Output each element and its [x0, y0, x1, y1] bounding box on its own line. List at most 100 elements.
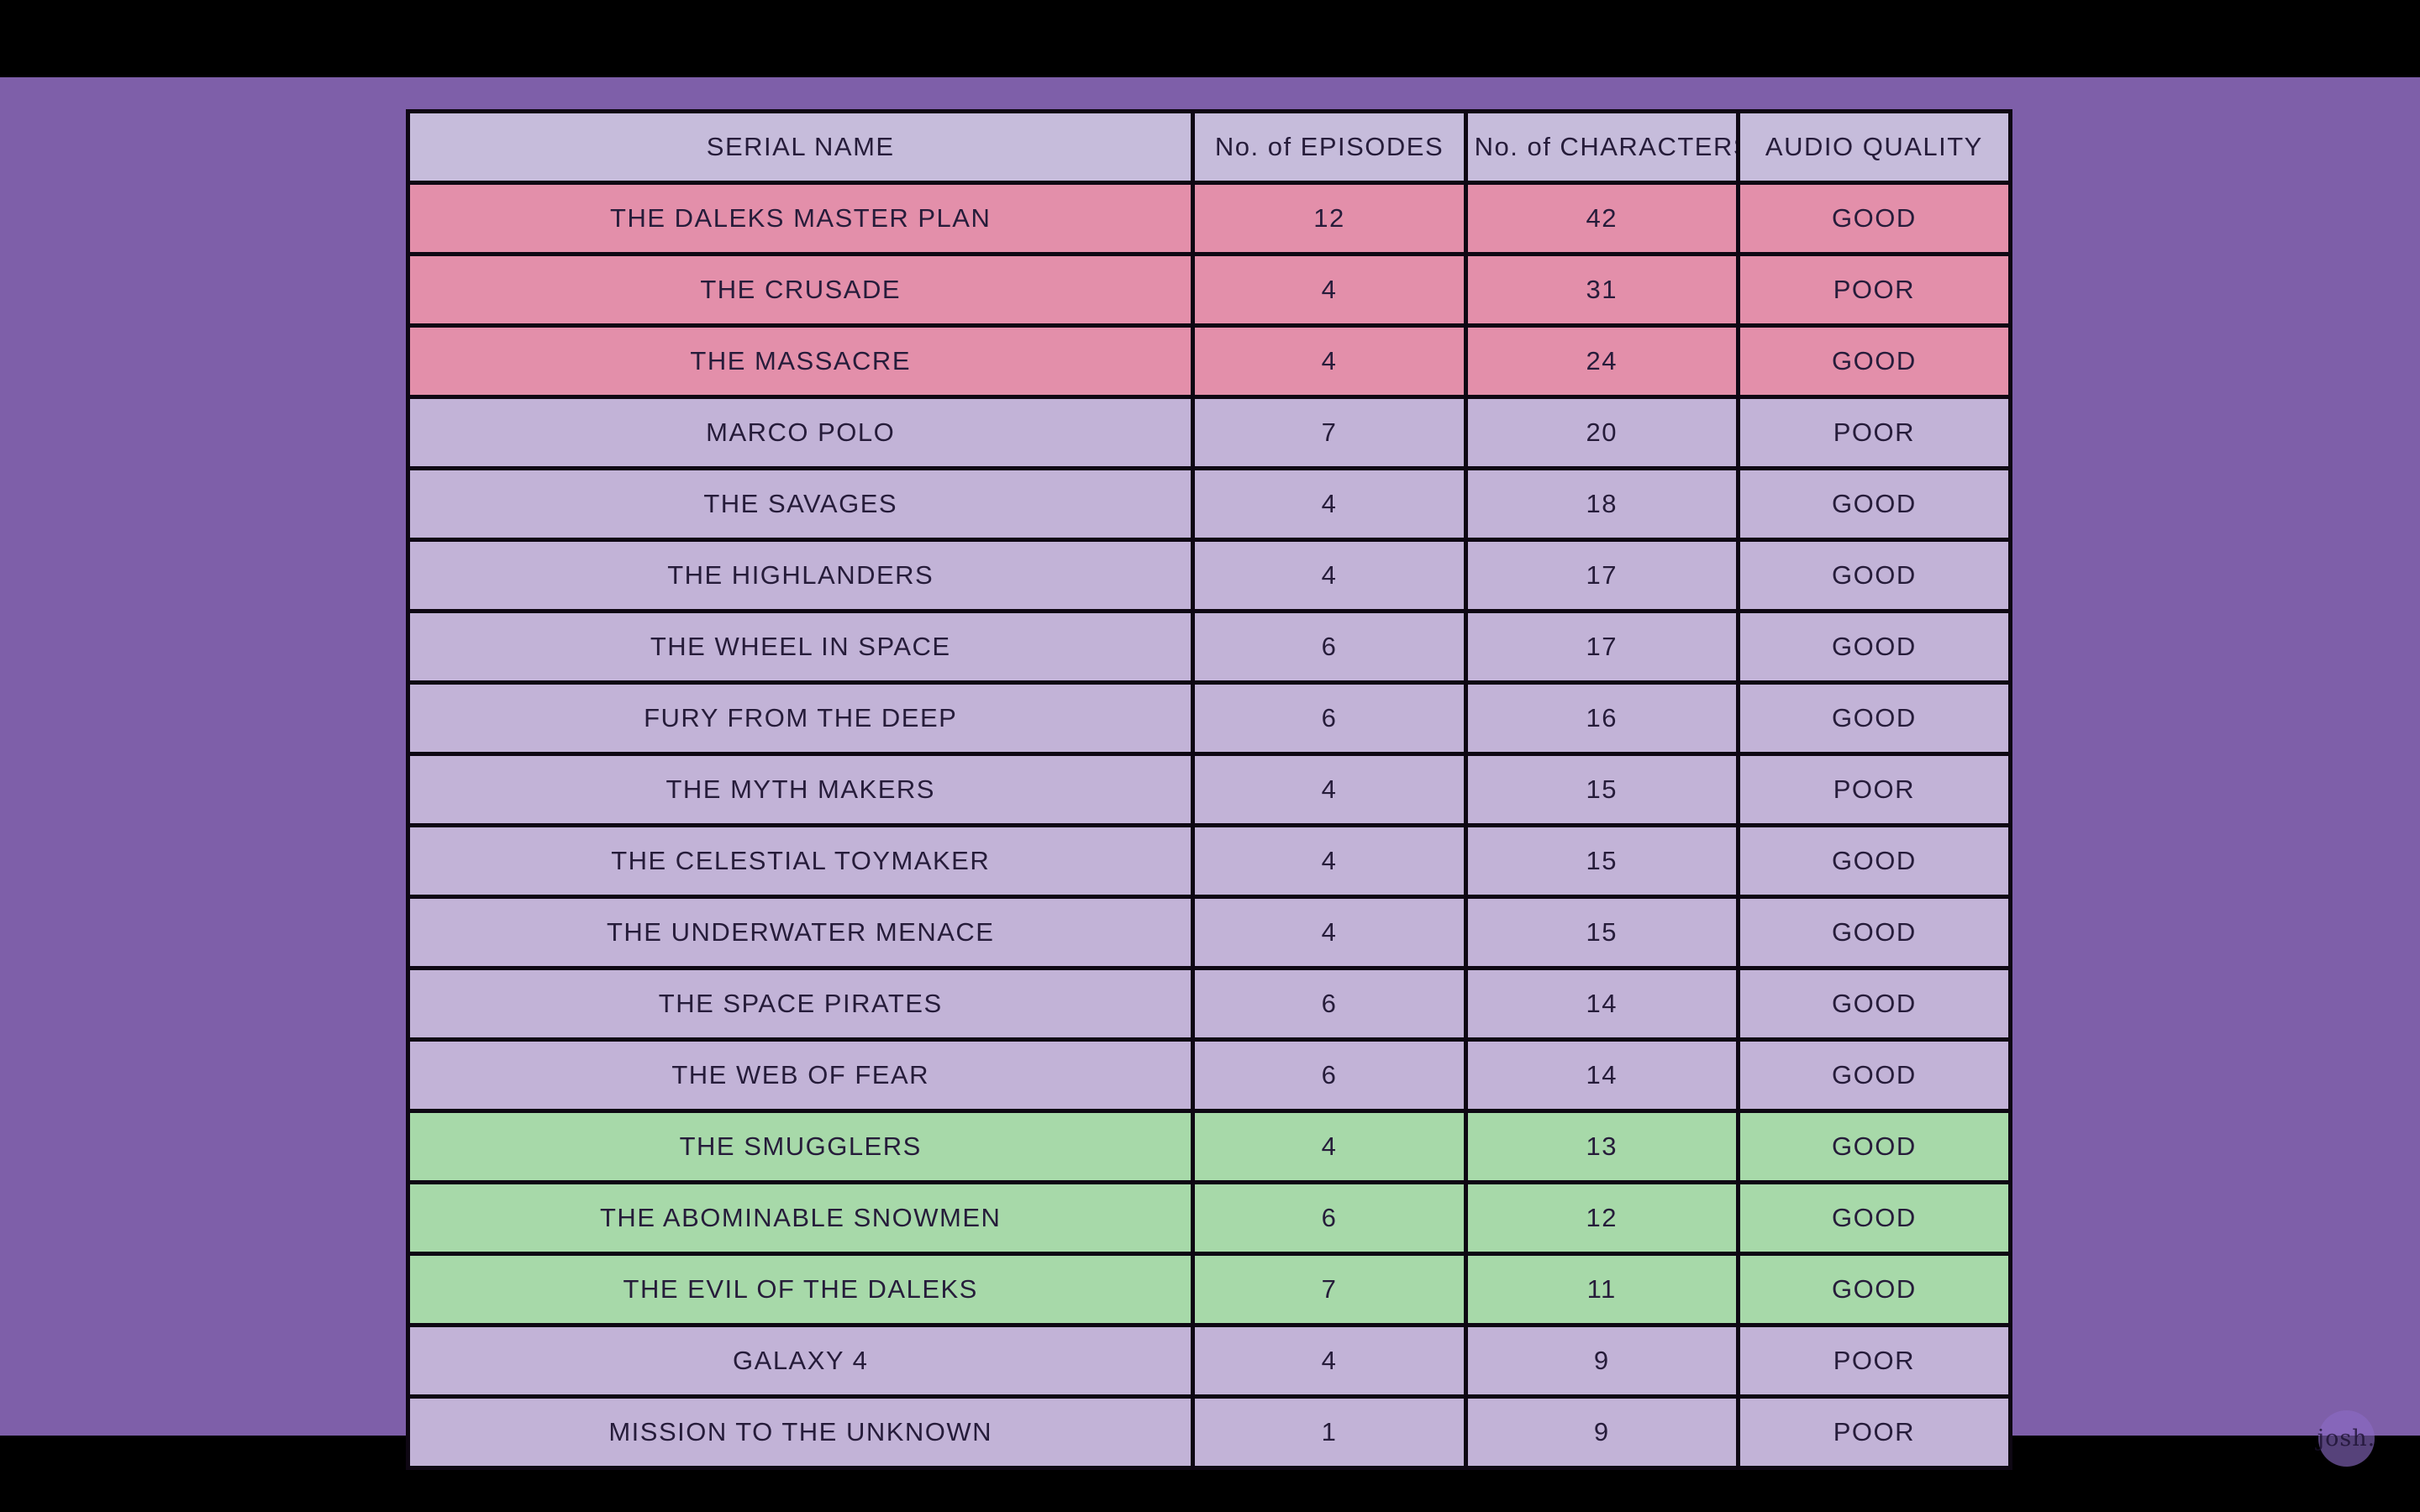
serial-name-cell: THE WHEEL IN SPACE [405, 609, 1196, 685]
characters-cell: 12 [1463, 1180, 1740, 1256]
characters-cell: 42 [1463, 181, 1740, 256]
characters-cell: 31 [1463, 252, 1740, 328]
episodes-cell: 7 [1191, 1252, 1468, 1327]
table-row: THE SAVAGES 4 18 GOOD [405, 466, 2013, 542]
serial-name-cell: THE EVIL OF THE DALEKS [405, 1252, 1196, 1327]
serial-name-cell: THE CELESTIAL TOYMAKER [405, 823, 1196, 899]
table-row: GALAXY 4 4 9 POOR [405, 1323, 2013, 1399]
table-header-row: SERIAL NAME No. of EPISODES No. of CHARA… [405, 109, 2013, 185]
table-row: THE SMUGGLERS 4 13 GOOD [405, 1109, 2013, 1184]
characters-cell: 14 [1463, 966, 1740, 1042]
episodes-cell: 6 [1191, 966, 1468, 1042]
characters-cell: 9 [1463, 1323, 1740, 1399]
characters-cell: 17 [1463, 609, 1740, 685]
column-header-audio-quality: AUDIO QUALITY [1735, 109, 2013, 185]
characters-cell: 20 [1463, 395, 1740, 470]
episodes-cell: 1 [1191, 1394, 1468, 1470]
episodes-cell: 4 [1191, 1109, 1468, 1184]
serial-name-cell: THE MYTH MAKERS [405, 752, 1196, 827]
characters-cell: 15 [1463, 752, 1740, 827]
audio-quality-cell: POOR [1735, 395, 2013, 470]
episodes-cell: 4 [1191, 752, 1468, 827]
audio-quality-cell: POOR [1735, 1323, 2013, 1399]
characters-cell: 24 [1463, 323, 1740, 399]
serial-name-cell: THE WEB OF FEAR [405, 1037, 1196, 1113]
serial-name-cell: THE CRUSADE [405, 252, 1196, 328]
characters-cell: 17 [1463, 538, 1740, 613]
table-row: THE SPACE PIRATES 6 14 GOOD [405, 966, 2013, 1042]
table-body: THE DALEKS MASTER PLAN 12 42 GOOD THE CR… [405, 181, 2013, 1470]
serial-name-cell: THE SMUGGLERS [405, 1109, 1196, 1184]
table-row: THE MYTH MAKERS 4 15 POOR [405, 752, 2013, 827]
audio-quality-cell: GOOD [1735, 895, 2013, 970]
audio-quality-cell: GOOD [1735, 609, 2013, 685]
episodes-cell: 4 [1191, 1323, 1468, 1399]
table-row: THE WEB OF FEAR 6 14 GOOD [405, 1037, 2013, 1113]
table-row: FURY FROM THE DEEP 6 16 GOOD [405, 680, 2013, 756]
table-row: THE HIGHLANDERS 4 17 GOOD [405, 538, 2013, 613]
serial-name-cell: THE HIGHLANDERS [405, 538, 1196, 613]
episodes-cell: 6 [1191, 1037, 1468, 1113]
characters-cell: 18 [1463, 466, 1740, 542]
watermark-badge: josh. [2317, 1410, 2376, 1467]
serial-name-cell: THE MASSACRE [405, 323, 1196, 399]
serial-name-cell: GALAXY 4 [405, 1323, 1196, 1399]
audio-quality-cell: GOOD [1735, 1109, 2013, 1184]
serials-table-container: SERIAL NAME No. of EPISODES No. of CHARA… [405, 109, 2013, 1470]
audio-quality-cell: GOOD [1735, 823, 2013, 899]
audio-quality-cell: GOOD [1735, 680, 2013, 756]
characters-cell: 15 [1463, 823, 1740, 899]
column-header-episodes: No. of EPISODES [1191, 109, 1468, 185]
audio-quality-cell: POOR [1735, 252, 2013, 328]
table-row: THE DALEKS MASTER PLAN 12 42 GOOD [405, 181, 2013, 256]
column-header-serial-name: SERIAL NAME [405, 109, 1196, 185]
missing-serials-table: SERIAL NAME No. of EPISODES No. of CHARA… [405, 109, 2013, 1470]
episodes-cell: 7 [1191, 395, 1468, 470]
letterbox-top [0, 0, 2420, 77]
audio-quality-cell: GOOD [1735, 466, 2013, 542]
episodes-cell: 4 [1191, 252, 1468, 328]
column-header-characters: No. of CHARACTERS [1463, 109, 1740, 185]
serial-name-cell: THE SAVAGES [405, 466, 1196, 542]
serial-name-cell: FURY FROM THE DEEP [405, 680, 1196, 756]
characters-cell: 16 [1463, 680, 1740, 756]
episodes-cell: 4 [1191, 823, 1468, 899]
episodes-cell: 4 [1191, 323, 1468, 399]
audio-quality-cell: POOR [1735, 752, 2013, 827]
table-row: THE ABOMINABLE SNOWMEN 6 12 GOOD [405, 1180, 2013, 1256]
table-row: THE CELESTIAL TOYMAKER 4 15 GOOD [405, 823, 2013, 899]
table-row: MISSION TO THE UNKNOWN 1 9 POOR [405, 1394, 2013, 1470]
serial-name-cell: THE ABOMINABLE SNOWMEN [405, 1180, 1196, 1256]
table-row: THE CRUSADE 4 31 POOR [405, 252, 2013, 328]
table-row: MARCO POLO 7 20 POOR [405, 395, 2013, 470]
serial-name-cell: THE SPACE PIRATES [405, 966, 1196, 1042]
audio-quality-cell: GOOD [1735, 323, 2013, 399]
watermark-label: josh. [2317, 1425, 2376, 1452]
audio-quality-cell: GOOD [1735, 966, 2013, 1042]
audio-quality-cell: GOOD [1735, 1180, 2013, 1256]
serial-name-cell: MARCO POLO [405, 395, 1196, 470]
audio-quality-cell: POOR [1735, 1394, 2013, 1470]
serial-name-cell: MISSION TO THE UNKNOWN [405, 1394, 1196, 1470]
audio-quality-cell: GOOD [1735, 1252, 2013, 1327]
episodes-cell: 6 [1191, 609, 1468, 685]
table-row: THE UNDERWATER MENACE 4 15 GOOD [405, 895, 2013, 970]
serial-name-cell: THE UNDERWATER MENACE [405, 895, 1196, 970]
audio-quality-cell: GOOD [1735, 538, 2013, 613]
table-row: THE MASSACRE 4 24 GOOD [405, 323, 2013, 399]
episodes-cell: 6 [1191, 1180, 1468, 1256]
audio-quality-cell: GOOD [1735, 1037, 2013, 1113]
episodes-cell: 6 [1191, 680, 1468, 756]
episodes-cell: 4 [1191, 895, 1468, 970]
characters-cell: 15 [1463, 895, 1740, 970]
episodes-cell: 4 [1191, 466, 1468, 542]
audio-quality-cell: GOOD [1735, 181, 2013, 256]
characters-cell: 11 [1463, 1252, 1740, 1327]
table-row: THE EVIL OF THE DALEKS 7 11 GOOD [405, 1252, 2013, 1327]
episodes-cell: 4 [1191, 538, 1468, 613]
characters-cell: 9 [1463, 1394, 1740, 1470]
characters-cell: 13 [1463, 1109, 1740, 1184]
episodes-cell: 12 [1191, 181, 1468, 256]
table-row: THE WHEEL IN SPACE 6 17 GOOD [405, 609, 2013, 685]
serial-name-cell: THE DALEKS MASTER PLAN [405, 181, 1196, 256]
